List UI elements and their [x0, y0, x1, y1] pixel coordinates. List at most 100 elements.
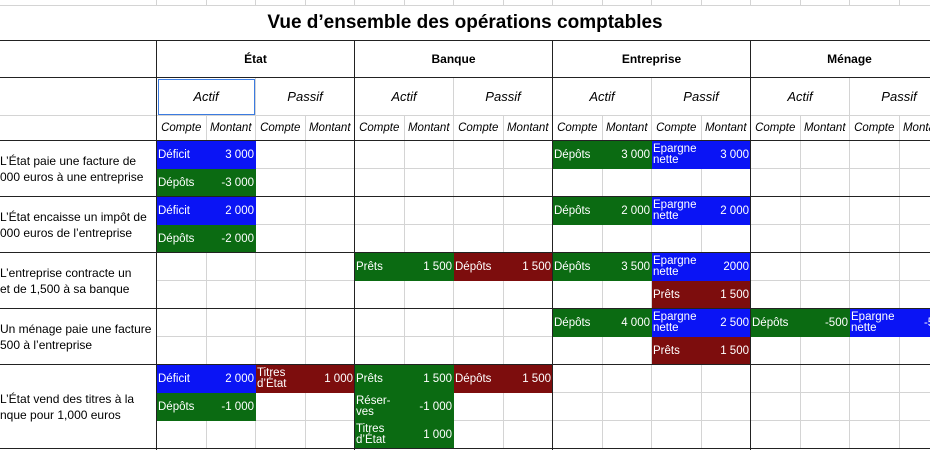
sector-border — [552, 41, 553, 450]
grid-cell — [206, 253, 256, 281]
amount-cell: 3 500 — [602, 253, 652, 281]
sector-header: Banque — [355, 41, 553, 78]
grid-cell — [355, 309, 405, 337]
column-header: Compte — [454, 116, 504, 141]
grid-cell — [157, 0, 207, 6]
grid-cell — [503, 421, 553, 449]
account-cell: Prêts — [355, 253, 405, 281]
grid-cell — [503, 393, 553, 421]
grid-cell — [0, 78, 157, 116]
grid-cell — [454, 393, 504, 421]
grid-cell — [454, 281, 504, 309]
grid-cell — [899, 337, 930, 365]
account-cell: Epargne nette — [850, 309, 900, 337]
column-header: Montant — [899, 116, 930, 141]
grid-cell — [503, 141, 553, 169]
grid-cell — [206, 0, 256, 6]
grid-cell — [355, 337, 405, 365]
amount-cell: 2 000 — [602, 197, 652, 225]
event-label-line: et de 1,500 à sa banque — [0, 282, 130, 296]
grid-cell — [850, 0, 900, 6]
grid-cell — [751, 421, 801, 449]
account-cell: Dépôts — [454, 253, 504, 281]
account-cell: Dépôts — [553, 253, 603, 281]
event-label-line: nque pour 1,000 euros — [0, 408, 121, 422]
grid-cell — [355, 141, 405, 169]
grid-cell — [206, 337, 256, 365]
grid-cell — [800, 281, 850, 309]
amount-cell: 1 500 — [404, 365, 454, 393]
grid-cell — [800, 225, 850, 253]
grid-cell — [850, 337, 900, 365]
grid-cell — [305, 225, 355, 253]
grid-cell — [256, 281, 306, 309]
grid-cell — [553, 365, 603, 393]
grid-cell — [256, 225, 306, 253]
account-cell: Epargne nette — [652, 197, 702, 225]
grid-cell — [355, 197, 405, 225]
grid-cell — [751, 393, 801, 421]
label-border — [156, 41, 157, 450]
grid-cell — [751, 0, 801, 6]
grid-cell — [157, 337, 207, 365]
grid-cell — [305, 393, 355, 421]
grid-cell — [0, 0, 157, 6]
grid-cell — [602, 421, 652, 449]
amount-cell: -500 — [899, 309, 930, 337]
grid-cell — [355, 0, 405, 6]
account-cell: Déficit — [157, 365, 207, 393]
grid-cell — [553, 169, 603, 197]
event-border — [0, 252, 930, 253]
side-header: Actif — [751, 78, 850, 116]
grid-cell — [800, 0, 850, 6]
account-cell: Prêts — [355, 365, 405, 393]
account-cell: Dépôts — [751, 309, 801, 337]
grid-cell — [751, 225, 801, 253]
grid-cell — [454, 337, 504, 365]
column-header: Montant — [701, 116, 751, 141]
sector-header: État — [157, 41, 355, 78]
grid-cell — [899, 253, 930, 281]
side-header: Actif — [157, 78, 256, 116]
grid-cell — [256, 253, 306, 281]
grid-cell — [602, 393, 652, 421]
grid-cell — [850, 365, 900, 393]
grid-cell — [305, 421, 355, 449]
grid-cell — [503, 0, 553, 6]
amount-cell: 1 500 — [503, 365, 553, 393]
column-header: Montant — [404, 116, 454, 141]
event-label-line: 000 euros à une entreprise — [0, 170, 144, 184]
column-header: Montant — [800, 116, 850, 141]
column-header: Compte — [553, 116, 603, 141]
grid-cell — [256, 141, 306, 169]
grid-cell — [553, 281, 603, 309]
grid-cell — [602, 0, 652, 6]
event-label: L’État paie une facture de 000 euros à un… — [0, 141, 157, 197]
amount-cell: 4 000 — [602, 309, 652, 337]
grid-cell — [305, 337, 355, 365]
grid-cell — [850, 281, 900, 309]
grid-cell — [404, 225, 454, 253]
grid-cell — [701, 365, 751, 393]
event-label: Un ménage paie une facture 500 à l’entrep… — [0, 309, 157, 365]
grid-cell — [701, 225, 751, 253]
column-header: Compte — [157, 116, 207, 141]
grid-cell — [800, 337, 850, 365]
grid-cell — [454, 169, 504, 197]
grid-cell — [751, 141, 801, 169]
account-cell: Dépôts — [157, 225, 207, 253]
sheet-title: Vue d’ensemble des opérations comptables — [0, 6, 930, 41]
grid-cell — [899, 225, 930, 253]
grid-cell — [305, 141, 355, 169]
grid-cell — [652, 421, 702, 449]
amount-cell: -500 — [800, 309, 850, 337]
account-cell: Dépôts — [553, 309, 603, 337]
amount-cell: 3 000 — [701, 141, 751, 169]
grid-cell — [652, 225, 702, 253]
sector-header: Entreprise — [553, 41, 751, 78]
account-cell: Dépôts — [157, 393, 207, 421]
grid-cell — [652, 393, 702, 421]
column-header: Compte — [751, 116, 801, 141]
account-cell: Prêts — [652, 281, 702, 309]
grid-cell — [355, 169, 405, 197]
